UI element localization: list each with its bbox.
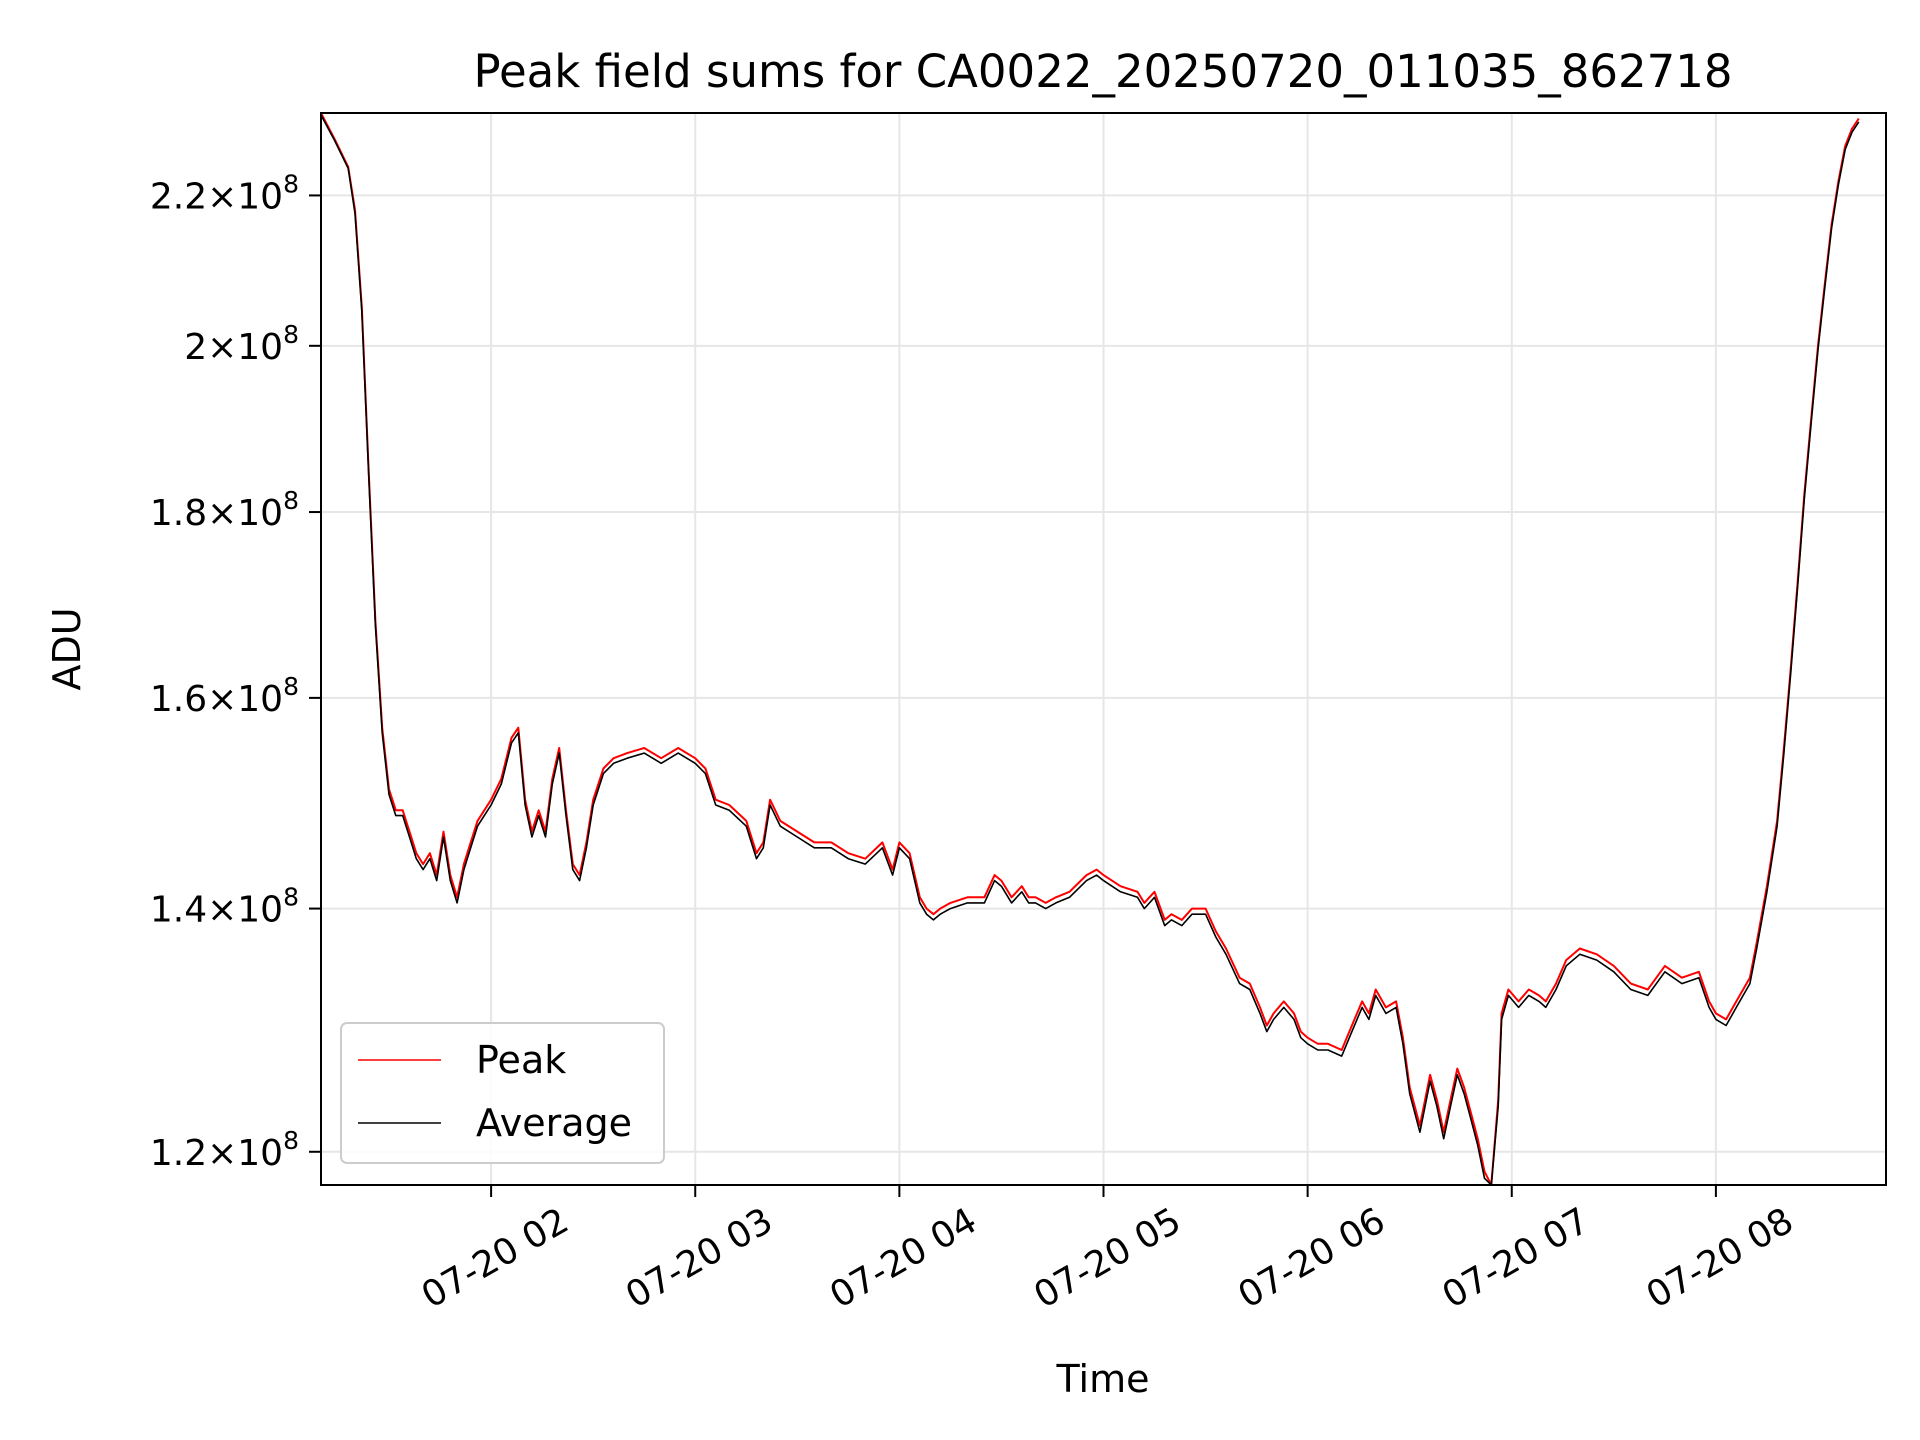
y-tick-label: 1.4×108 <box>150 883 299 931</box>
legend-label-peak: Peak <box>476 1038 566 1082</box>
y-tick-label: 2.2×108 <box>150 169 299 217</box>
y-axis-label: ADU <box>45 607 89 690</box>
y-tick-label: 1.2×108 <box>150 1126 299 1174</box>
y-tick-label: 1.8×108 <box>150 486 299 534</box>
y-axis: 1.2×108 1.4×108 1.6×108 1.8×108 2×108 2.2×108 <box>150 169 321 1174</box>
y-tick-label: 2×108 <box>184 320 299 368</box>
chart-title: Peak field sums for CA0022_20250720_0110… <box>473 45 1732 98</box>
series-line-average <box>321 114 1860 1185</box>
legend-box <box>340 1022 665 1164</box>
y-tick-label: 1.6×108 <box>150 672 299 720</box>
x-axis-label: Time <box>1056 1357 1150 1401</box>
plot-area <box>321 113 1860 1185</box>
legend-label-average: Average <box>476 1101 632 1145</box>
legend: Peak Average <box>340 1022 665 1164</box>
